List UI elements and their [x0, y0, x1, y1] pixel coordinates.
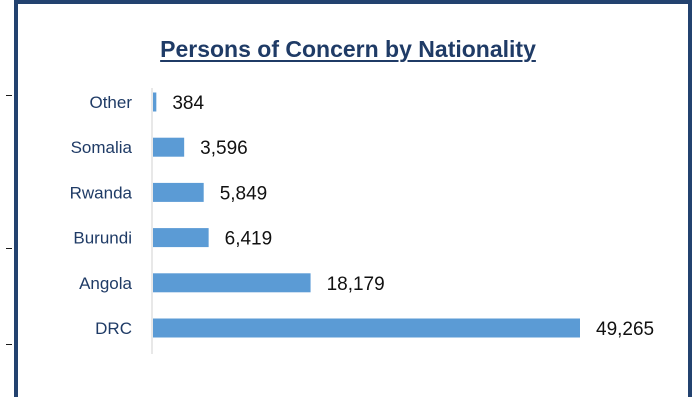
- chart-frame: Persons of Concern by Nationality Other 3…: [14, 0, 692, 397]
- bar-burundi: [153, 228, 209, 248]
- category-label: Burundi: [73, 229, 132, 248]
- bar-rwanda: [153, 182, 204, 202]
- value-label: 6,419: [225, 229, 273, 250]
- value-label: 3,596: [200, 138, 248, 159]
- category-label: Rwanda: [70, 183, 133, 202]
- category-label: Other: [89, 93, 132, 112]
- value-label: 384: [172, 93, 204, 114]
- category-label: Somalia: [71, 138, 133, 157]
- category-label: DRC: [95, 319, 132, 338]
- value-label: 5,849: [220, 183, 268, 204]
- chart-title: Persons of Concern by Nationality: [160, 36, 536, 62]
- bar-somalia: [153, 137, 185, 157]
- bar-other: [153, 92, 157, 112]
- value-label: 18,179: [327, 274, 385, 295]
- edge-tick: [6, 344, 12, 345]
- edge-tick: [6, 95, 12, 96]
- bar-drc: [153, 318, 580, 338]
- left-edge-strip: [0, 0, 14, 397]
- category-label: Angola: [79, 274, 132, 293]
- bar-chart-plot: Other 384 Somalia 3,596 Rwanda 5,849 Burundi 6,…: [70, 88, 654, 354]
- bar-angola: [153, 273, 311, 293]
- edge-tick: [6, 248, 12, 249]
- value-label: 49,265: [596, 319, 654, 340]
